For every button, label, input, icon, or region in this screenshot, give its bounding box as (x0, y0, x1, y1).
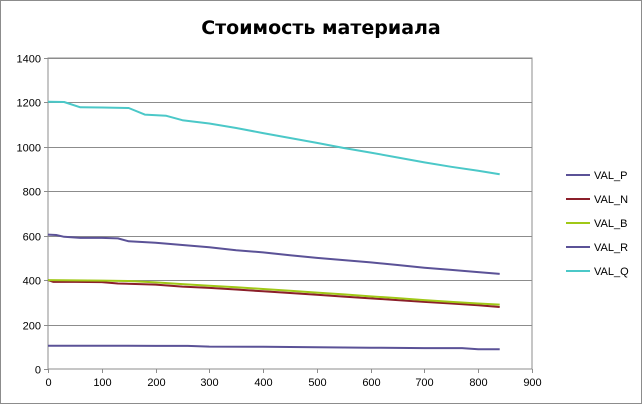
y-tick-label: 800 (23, 187, 41, 199)
series-line-val-r (47, 233, 500, 275)
x-tick-label: 400 (254, 377, 272, 389)
plot-area (47, 57, 533, 370)
legend-label-val-q: VAL_Q (594, 266, 629, 278)
x-tick-label: 0 (45, 377, 51, 389)
legend-label-val-b: VAL_B (594, 218, 627, 230)
series-line-val-n (47, 279, 500, 308)
series-line-val-p (48, 344, 500, 351)
chart-title: Стоимость материала (201, 17, 441, 39)
y-tick-label: 1400 (17, 54, 41, 66)
series-line-val-q (47, 100, 500, 176)
y-tick-label: 400 (23, 276, 41, 288)
y-tick-label: 200 (23, 321, 41, 333)
x-tick-label: 300 (200, 377, 218, 389)
x-tick-label: 100 (93, 377, 111, 389)
x-tick-label: 700 (415, 377, 433, 389)
legend-label-val-n: VAL_N (594, 194, 628, 206)
legend-label-val-r: VAL_R (594, 242, 628, 254)
y-tick-label: 1000 (17, 143, 41, 155)
legend-label-val-p: VAL_P (594, 170, 627, 182)
y-tick-label: 600 (23, 232, 41, 244)
x-tick-label: 600 (362, 377, 380, 389)
series-line-val-b (47, 279, 500, 306)
x-tick-label: 500 (308, 377, 326, 389)
x-tick-label: 800 (469, 377, 487, 389)
x-tick-label: 900 (523, 377, 541, 389)
x-tick-label: 200 (147, 377, 165, 389)
y-tick-label: 0 (35, 365, 41, 377)
y-tick-label: 1200 (17, 98, 41, 110)
